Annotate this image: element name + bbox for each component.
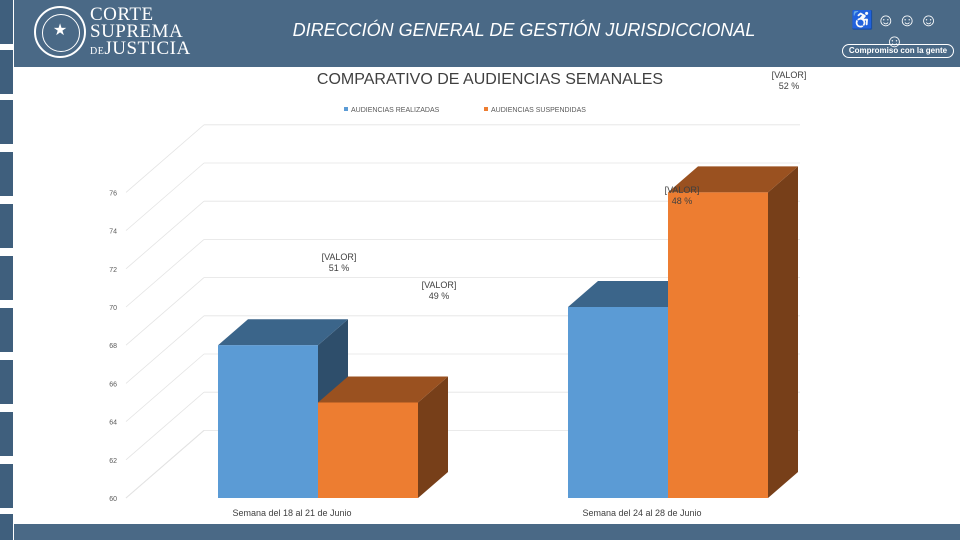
gridline-depth xyxy=(125,353,205,422)
logo-line-4: JUSTICIA xyxy=(104,38,191,59)
y-tick-label: 60 xyxy=(109,496,117,503)
y-axis: 60 62 64 66 68 70 72 74 76 xyxy=(109,190,117,503)
data-label-suspendidas-2: [VALOR] 48 % xyxy=(665,185,700,206)
legend-label-realizadas: AUDIENCIAS REALIZADAS xyxy=(351,107,440,114)
logo-line-2: SUPREMA xyxy=(90,21,184,42)
data-label-suspendidas-1: [VALOR] 49 % xyxy=(422,280,457,301)
page-title: DIRECCIÓN GENERAL DE GESTIÓN JURISDICCIO… xyxy=(292,20,756,40)
bar-suspendidas-top xyxy=(318,376,448,403)
x-axis: Semana del 18 al 21 de Junio Semana del … xyxy=(232,508,701,518)
y-tick-label: 62 xyxy=(109,458,117,465)
y-tick-label: 64 xyxy=(109,420,117,427)
bar-realizadas-front xyxy=(218,345,318,498)
gridline-depth xyxy=(125,239,205,308)
bar-suspendidas xyxy=(668,166,798,498)
gridline-depth xyxy=(125,315,205,384)
logo-line-1: CORTE xyxy=(90,4,154,25)
header-banner: ★ CORTE SUPREMA DEJUSTICIA DIRECCIÓN GEN… xyxy=(14,0,960,67)
legend-swatch-realizadas xyxy=(344,107,348,111)
gridline-depth xyxy=(125,200,205,270)
people-icon: ♿☺☺☺☺ xyxy=(851,10,941,51)
bar-suspendidas-side xyxy=(768,166,798,498)
slogan-text: Compromiso con la gente xyxy=(842,44,954,58)
legend-label-suspendidas: AUDIENCIAS SUSPENDIDAS xyxy=(491,107,586,114)
x-tick-label: Semana del 18 al 21 de Junio xyxy=(232,508,351,518)
bar-suspendidas-front xyxy=(318,402,418,498)
gridline-depth xyxy=(125,162,205,231)
x-tick-label: Semana del 24 al 28 de Junio xyxy=(582,508,701,518)
bar-suspendidas xyxy=(318,376,448,498)
y-tick-label: 74 xyxy=(109,229,117,236)
court-logo-text: CORTE SUPREMA DEJUSTICIA xyxy=(90,4,191,60)
bar-suspendidas-side xyxy=(418,376,448,498)
bar-suspendidas-front xyxy=(668,192,768,498)
court-seal-icon: ★ xyxy=(34,6,86,58)
y-tick-label: 70 xyxy=(109,305,117,312)
data-label-realizadas-1: [VALOR] 51 % xyxy=(322,252,357,273)
bar-realizadas-top xyxy=(568,281,698,307)
data-label-realizadas-2: [VALOR] 52 % xyxy=(772,70,807,91)
y-tick-label: 76 xyxy=(109,190,117,197)
chart-legend: AUDIENCIAS REALIZADAS AUDIENCIAS SUSPEND… xyxy=(344,107,586,114)
chart-bars xyxy=(218,166,798,498)
y-tick-label: 72 xyxy=(109,267,117,274)
chart-title: COMPARATIVO DE AUDIENCIAS SEMANALES xyxy=(317,71,663,88)
gridline-depth xyxy=(125,430,205,499)
data-labels: [VALOR] 51 % [VALOR] 49 % [VALOR] 48 % [VALOR]… xyxy=(322,70,807,301)
bar-suspendidas-top xyxy=(668,166,798,193)
y-tick-label: 68 xyxy=(109,343,117,350)
y-tick-label: 66 xyxy=(109,381,117,388)
bar-realizadas-top xyxy=(218,319,348,346)
logo-line-3: DE xyxy=(90,46,105,57)
left-decorative-strip xyxy=(0,0,14,540)
gridline-depth xyxy=(125,391,205,461)
bar-realizadas-front xyxy=(568,307,668,498)
gridline-depth xyxy=(125,277,205,346)
footer-bar xyxy=(14,524,960,540)
slogan-logo: ♿☺☺☺☺ Compromiso con la gente xyxy=(836,10,960,62)
legend-swatch-suspendidas xyxy=(484,107,488,111)
gridline-depth xyxy=(125,124,205,193)
